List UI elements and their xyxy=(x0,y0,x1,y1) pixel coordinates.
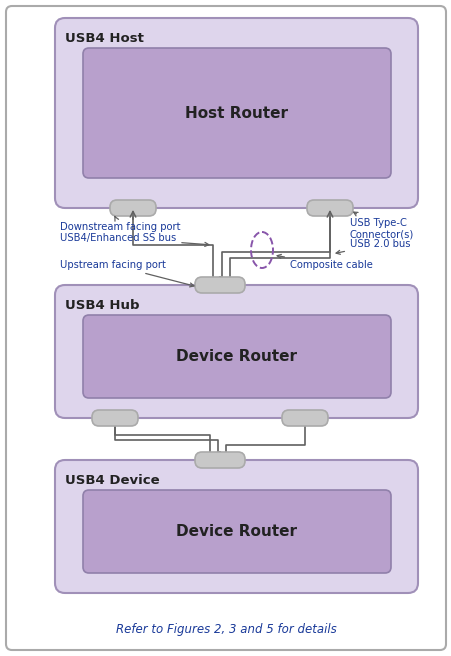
Text: Device Router: Device Router xyxy=(176,349,297,364)
Text: Refer to Figures 2, 3 and 5 for details: Refer to Figures 2, 3 and 5 for details xyxy=(115,623,336,636)
Text: USB 2.0 bus: USB 2.0 bus xyxy=(336,239,410,255)
FancyBboxPatch shape xyxy=(281,410,327,426)
FancyBboxPatch shape xyxy=(306,200,352,216)
Text: USB4 Hub: USB4 Hub xyxy=(65,299,139,312)
Text: Composite cable: Composite cable xyxy=(276,255,372,270)
Text: USB4/Enhanced SS bus: USB4/Enhanced SS bus xyxy=(60,233,208,247)
FancyBboxPatch shape xyxy=(83,48,390,178)
Text: Host Router: Host Router xyxy=(185,106,288,121)
FancyBboxPatch shape xyxy=(55,285,417,418)
FancyBboxPatch shape xyxy=(194,277,244,293)
Text: Upstream facing port: Upstream facing port xyxy=(60,260,193,287)
Text: USB Type-C
Connector(s): USB Type-C Connector(s) xyxy=(349,212,413,239)
Text: Device Router: Device Router xyxy=(176,524,297,539)
FancyBboxPatch shape xyxy=(55,18,417,208)
FancyBboxPatch shape xyxy=(83,315,390,398)
Text: USB4 Device: USB4 Device xyxy=(65,474,159,487)
FancyBboxPatch shape xyxy=(110,200,156,216)
FancyBboxPatch shape xyxy=(55,460,417,593)
Text: USB4 Host: USB4 Host xyxy=(65,32,143,45)
FancyBboxPatch shape xyxy=(6,6,445,650)
FancyBboxPatch shape xyxy=(92,410,138,426)
FancyBboxPatch shape xyxy=(83,490,390,573)
FancyBboxPatch shape xyxy=(194,452,244,468)
Text: Downstream facing port: Downstream facing port xyxy=(60,216,180,232)
